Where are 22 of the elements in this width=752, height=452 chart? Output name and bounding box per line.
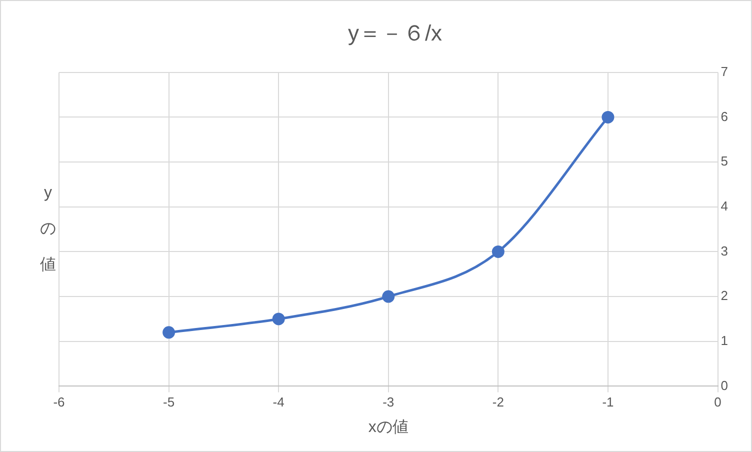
y-tick-label: 3: [720, 243, 728, 258]
y-tick-label: 1: [720, 332, 728, 348]
y-tick-label: 5: [720, 154, 728, 169]
y-tick-label: 7: [720, 64, 728, 79]
y-axis-title: yの値: [40, 184, 56, 274]
y-tick-label: 2: [720, 288, 728, 304]
x-tick-label: -2: [492, 394, 504, 410]
x-tick-label: -6: [53, 394, 65, 410]
point: [382, 290, 395, 303]
x-tick-label: -3: [382, 394, 394, 410]
point: [602, 110, 614, 124]
y-tick-label: 6: [720, 108, 728, 124]
x-tick-label: -5: [163, 394, 175, 410]
point: [162, 326, 176, 339]
point: [492, 245, 504, 258]
y-tick-label: 4: [720, 198, 728, 214]
x-tick-label: -1: [602, 394, 614, 410]
y-tick-label: 0: [720, 378, 728, 393]
x-axis-title: xの値: [368, 418, 408, 436]
x-tick-label: -4: [272, 394, 284, 410]
point: [272, 312, 285, 326]
chart-title: y＝－６/x: [348, 20, 442, 46]
